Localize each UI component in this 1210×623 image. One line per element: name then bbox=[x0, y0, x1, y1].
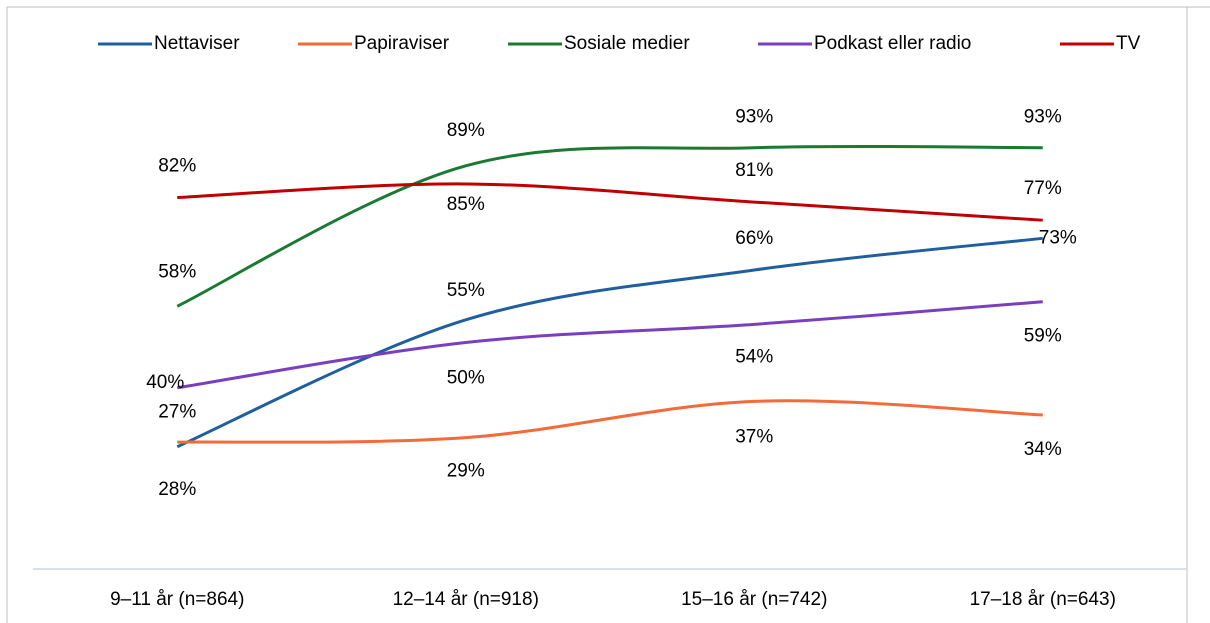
data-label: 50% bbox=[447, 368, 485, 389]
series-line bbox=[177, 399, 1043, 444]
data-label: 77% bbox=[1024, 178, 1062, 199]
series-line bbox=[176, 144, 1043, 308]
data-label: 55% bbox=[447, 280, 485, 301]
legend-label: Nettaviser bbox=[154, 33, 240, 54]
legend-label: Sosiale medier bbox=[564, 33, 690, 54]
data-label: 89% bbox=[447, 120, 485, 141]
series-line bbox=[177, 300, 1043, 390]
data-label: 93% bbox=[735, 107, 773, 128]
x-tick-label: 9–11 år (n=864) bbox=[110, 589, 244, 610]
x-tick-label: 15–16 år (n=742) bbox=[681, 589, 827, 610]
data-label: 93% bbox=[1024, 107, 1062, 128]
data-label: 59% bbox=[1024, 326, 1062, 347]
legend-label: TV bbox=[1116, 33, 1141, 54]
x-tick-label: 12–14 år (n=918) bbox=[393, 589, 539, 610]
series-line bbox=[177, 182, 1043, 222]
data-label: 58% bbox=[158, 261, 196, 282]
data-label: 85% bbox=[447, 194, 485, 215]
data-label: 37% bbox=[735, 426, 773, 447]
data-label: 28% bbox=[158, 479, 196, 500]
data-label: 27% bbox=[158, 402, 196, 423]
data-label: 66% bbox=[735, 228, 773, 249]
data-label: 54% bbox=[735, 346, 773, 367]
data-label: 40% bbox=[146, 372, 184, 393]
data-label: 73% bbox=[1039, 227, 1077, 248]
x-tick-label: 17–18 år (n=643) bbox=[970, 589, 1116, 610]
data-label: 81% bbox=[735, 160, 773, 181]
data-label: 82% bbox=[158, 156, 196, 177]
series-line bbox=[176, 236, 1043, 449]
data-label: 34% bbox=[1024, 439, 1062, 460]
legend-label: Podkast eller radio bbox=[814, 33, 971, 54]
data-label: 29% bbox=[447, 461, 485, 482]
legend-label: Papiraviser bbox=[354, 33, 450, 54]
